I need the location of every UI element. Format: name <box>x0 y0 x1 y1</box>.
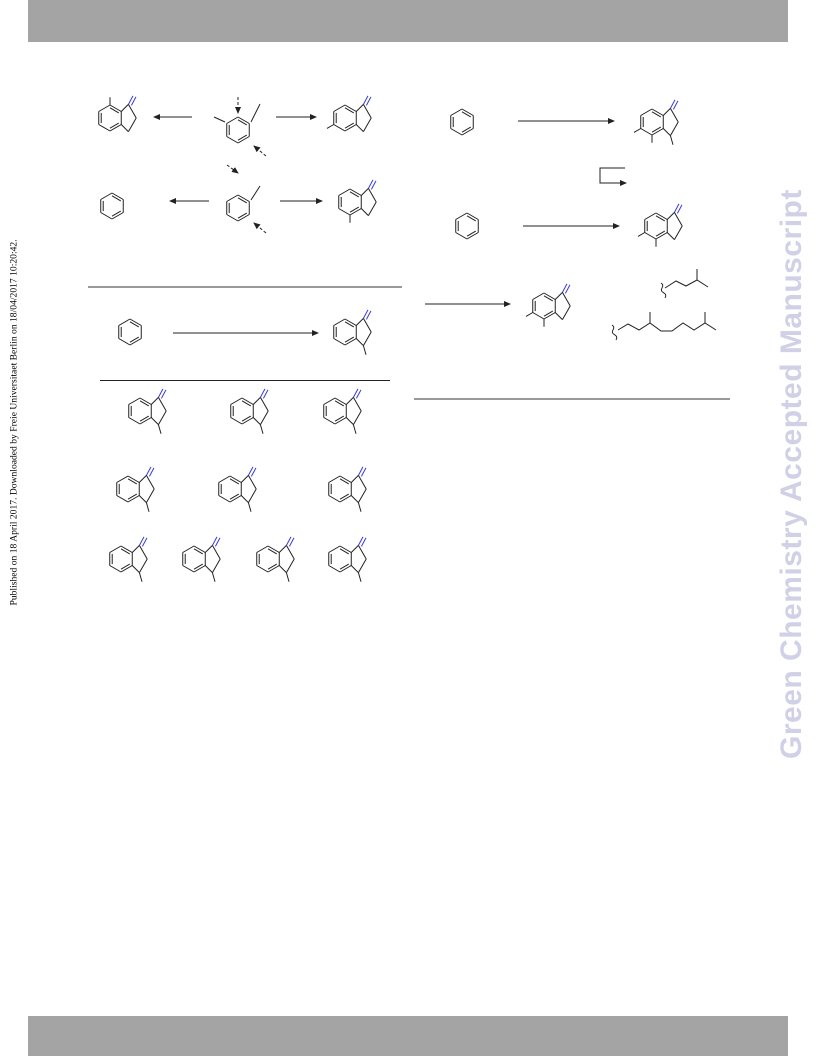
methyl-bond <box>326 124 334 129</box>
substituent-bond <box>285 572 290 582</box>
substituent-bond <box>357 572 362 582</box>
carbonyl-bond <box>352 388 359 398</box>
carbonyl-bond <box>676 204 683 214</box>
carbonyl-bond <box>672 100 679 110</box>
benzene-ring <box>532 292 556 320</box>
benzene-ring <box>338 188 362 216</box>
carbonyl-bond <box>357 466 364 476</box>
benzene-ring <box>323 397 347 425</box>
geranyl-chain <box>617 322 717 332</box>
carbonyl-bond <box>262 389 269 399</box>
methyl-bond <box>633 128 641 133</box>
substituent-bond <box>357 502 362 512</box>
carbonyl-bond <box>127 95 134 105</box>
methyl-bond <box>637 232 645 237</box>
carbonyl-bond <box>145 466 152 476</box>
substituent-bond <box>669 135 674 145</box>
dashed-arrow <box>253 222 267 234</box>
carbonyl-bond <box>673 203 680 213</box>
carbonyl-bond <box>360 467 367 477</box>
carbonyl-bond <box>288 537 295 547</box>
benzene-ring <box>98 104 122 132</box>
carbonyl-bond <box>360 537 367 547</box>
substituent-bond <box>145 502 150 512</box>
carbonyl-bond <box>669 99 676 109</box>
wavy-bond <box>660 282 667 299</box>
benzene-ring <box>333 104 357 132</box>
benzene-ring <box>218 475 242 503</box>
header-band <box>28 0 788 42</box>
divider-table-header <box>100 380 390 381</box>
benzene-ring <box>226 194 250 222</box>
bent-arrow <box>599 167 627 186</box>
carbonyl-bond <box>247 466 254 476</box>
carbonyl-bond <box>157 388 164 398</box>
benzene-ring <box>128 397 152 425</box>
benzene-ring <box>328 475 352 503</box>
benzene-ring <box>450 108 474 136</box>
benzene-ring <box>455 212 479 240</box>
footer-band <box>28 1016 788 1056</box>
substituent-bond <box>259 424 264 434</box>
carbonyl-bond <box>250 467 257 477</box>
carbonyl-bond <box>365 310 372 320</box>
benzene-ring <box>100 192 124 220</box>
methyl-bond <box>213 116 226 123</box>
benzene-ring <box>182 545 206 573</box>
benzene-ring <box>118 318 142 346</box>
carbonyl-bond <box>564 284 571 294</box>
benzene-ring <box>109 545 133 573</box>
benzene-ring <box>333 318 357 346</box>
carbonyl-bond <box>362 309 369 319</box>
carbonyl-bond <box>214 537 221 547</box>
carbonyl-bond <box>357 536 364 546</box>
dashed-arrow <box>253 145 267 157</box>
benzene-ring <box>640 108 664 136</box>
carbonyl-bond <box>259 388 266 398</box>
substituent-bond <box>211 572 216 582</box>
benzene-ring <box>226 116 250 144</box>
benzene-ring <box>230 397 254 425</box>
carbonyl-bond <box>370 180 377 190</box>
carbonyl-bond <box>561 283 568 293</box>
methyl-bond <box>525 312 533 317</box>
wavy-bond <box>611 324 618 341</box>
substituent-bond <box>138 572 143 582</box>
dashed-arrow <box>226 164 239 174</box>
prenyl-chain <box>664 279 709 289</box>
carbonyl-bond <box>362 95 369 105</box>
divider-right-scheme <box>414 398 730 400</box>
chain-bond <box>250 103 261 123</box>
substituent-bond <box>362 345 367 355</box>
substituent-bond <box>157 424 162 434</box>
benzene-ring <box>256 545 280 573</box>
benzene-ring <box>328 545 352 573</box>
carbonyl-bond <box>355 389 362 399</box>
benzene-ring <box>116 475 140 503</box>
chain-bond <box>250 185 261 201</box>
carbonyl-bond <box>365 96 372 106</box>
carbonyl-bond <box>148 467 155 477</box>
carbonyl-bond <box>160 389 167 399</box>
carbonyl-bond <box>285 536 292 546</box>
carbonyl-bond <box>130 96 137 106</box>
divider-left-scheme <box>88 286 402 288</box>
carbonyl-bond <box>141 537 148 547</box>
carbonyl-bond <box>138 536 145 546</box>
substituent-bond <box>247 502 252 512</box>
carbonyl-bond <box>211 536 218 546</box>
substituent-bond <box>352 424 357 434</box>
carbonyl-bond <box>367 179 374 189</box>
benzene-ring <box>644 212 668 240</box>
